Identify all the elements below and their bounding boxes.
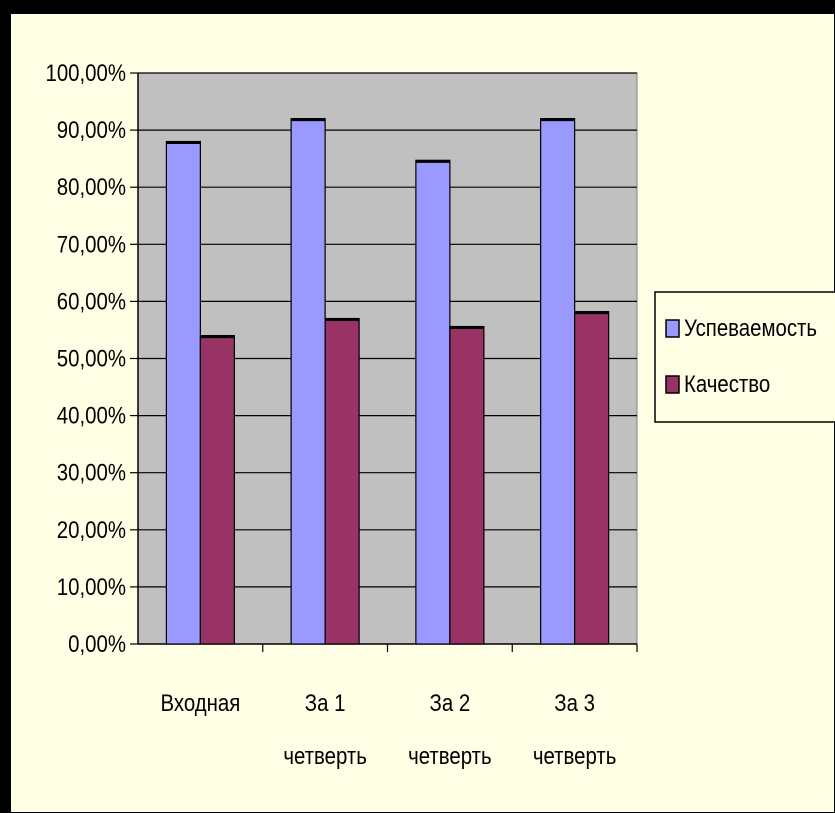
x-tick-label: четверть [283, 742, 366, 769]
x-tick-label: За 2 [430, 689, 471, 716]
y-tick-label: 50,00% [57, 345, 126, 372]
bar-uspevaemost [415, 159, 451, 645]
y-tick-label: 10,00% [57, 573, 126, 600]
x-tick-label: За 1 [305, 689, 346, 716]
bar-uspevaemost [290, 118, 326, 645]
y-tick-label: 60,00% [57, 288, 126, 315]
y-tick-label: 20,00% [57, 516, 126, 543]
y-tick-label: 100,00% [45, 59, 126, 86]
y-tick-label: 90,00% [57, 117, 126, 144]
bar-uspevaemost [540, 118, 576, 645]
y-tick-label: 30,00% [57, 459, 126, 486]
y-tick-label: 70,00% [57, 231, 126, 258]
legend-label: Успеваемость [684, 314, 817, 341]
legend-swatch [665, 319, 680, 338]
x-tick-label: Входная [160, 689, 240, 716]
x-tick-label: четверть [533, 742, 616, 769]
y-tick-label: 40,00% [57, 402, 126, 429]
bar-kachestvo [574, 311, 610, 645]
x-tick-label: За 3 [554, 689, 595, 716]
legend-label: Качество [684, 370, 770, 397]
bar-uspevaemost [165, 140, 201, 645]
y-tick-label: 80,00% [57, 174, 126, 201]
legend [654, 291, 835, 423]
bar-kachestvo [324, 317, 360, 645]
bar-kachestvo [449, 325, 485, 645]
x-tick-label: четверть [408, 742, 491, 769]
legend-swatch [665, 375, 680, 394]
bar-kachestvo [199, 335, 235, 645]
y-tick-label: 0,00% [68, 630, 126, 657]
